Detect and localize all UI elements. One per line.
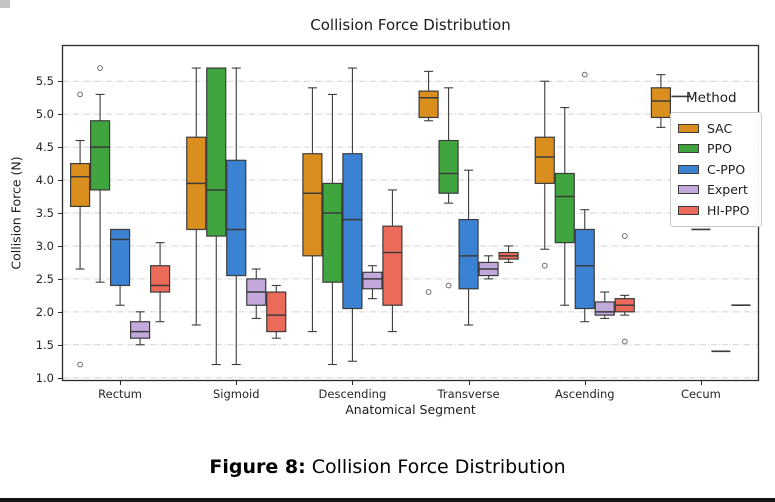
box-SAC-Rectum	[69, 162, 91, 208]
x-tick-label-cecum: Cecum	[680, 387, 721, 401]
legend-item-expert: Expert	[678, 180, 754, 201]
y-tick-label: 4.5	[35, 140, 54, 155]
legend-label: Expert	[707, 182, 748, 198]
box-Expert-Rectum	[129, 321, 151, 339]
box-HI-PPO-Descending	[382, 225, 403, 306]
y-tick-label: 3.0	[35, 238, 54, 253]
y-tick-mark	[58, 180, 62, 182]
y-tick-mark	[58, 278, 62, 280]
x-tick-label-sigmoid: Sigmoid	[212, 387, 260, 401]
legend-item-hi-ppo: HI-PPO	[678, 200, 754, 221]
legend-swatch-expert-icon	[678, 185, 699, 195]
y-tick-mark	[58, 81, 62, 83]
box-PPO-Sigmoid	[206, 67, 227, 237]
legend-swatch-ppo-icon	[678, 144, 699, 154]
y-tick-mark	[58, 344, 62, 346]
legend-label: PPO	[707, 141, 732, 157]
y-tick-label: 2.0	[35, 304, 54, 319]
outlier-SAC-Rectum	[77, 361, 83, 368]
y-tick-label: 5.5	[35, 74, 54, 89]
box-SAC-Ascending	[534, 136, 555, 184]
x-tick-label-descending: Descending	[318, 387, 387, 401]
outlier-HI-PPO-Ascending	[621, 338, 628, 345]
box-C-PPO-Sigmoid	[226, 159, 247, 277]
x-tick-label-ascending: Ascending	[554, 387, 615, 401]
x-tick-mark	[584, 381, 586, 385]
chart-title: Collision Force Distribution	[310, 16, 511, 34]
x-tick-mark	[236, 381, 238, 385]
box-HI-PPO-Sigmoid	[266, 291, 287, 333]
box-C-PPO-Transverse	[458, 218, 479, 290]
legend-label: C-PPO	[707, 161, 746, 177]
x-tick-label-transverse: Transverse	[437, 387, 500, 401]
x-tick-label-rectum: Rectum	[98, 387, 143, 401]
box-SAC-Cecum	[650, 87, 672, 119]
box-C-PPO-Ascending	[574, 228, 595, 310]
x-tick-mark	[700, 381, 702, 385]
box-C-PPO-Rectum	[109, 228, 131, 287]
outlier-PPO-Rectum	[97, 65, 103, 71]
x-axis-label: Anatomical Segment	[345, 402, 476, 417]
outlier-PPO-Transverse	[445, 282, 452, 289]
x-tick-mark	[352, 381, 354, 385]
boxplot-canvas	[61, 44, 760, 382]
legend-swatch-sac-icon	[678, 123, 699, 133]
y-axis-label: Collision Force (N)	[8, 156, 24, 270]
legend-item-c-ppo: C-PPO	[678, 159, 754, 180]
y-tick-label: 5.0	[35, 107, 54, 122]
box-PPO-Rectum	[89, 120, 111, 191]
outlier-SAC-Ascending	[541, 262, 548, 269]
box-SAC-Transverse	[418, 90, 439, 119]
outlier-C-PPO-Ascending	[581, 71, 588, 78]
y-tick-mark	[58, 311, 62, 313]
x-tick-mark	[468, 381, 470, 385]
y-tick-label: 1.0	[35, 370, 54, 385]
box-Expert-Ascending	[594, 301, 615, 316]
figure-caption-text: Collision Force Distribution	[311, 456, 566, 478]
y-tick-label: 2.5	[35, 271, 54, 286]
legend-frame: SAC PPO C-PPO Expert HI-PPO	[670, 112, 762, 227]
outlier-HI-PPO-Ascending	[621, 233, 628, 239]
outlier-SAC-Rectum	[77, 91, 83, 98]
figure-caption-label: Figure 8:	[209, 456, 306, 478]
legend-item-sac: SAC	[678, 118, 754, 139]
y-tick-mark	[58, 213, 62, 214]
legend-label: HI-PPO	[707, 202, 750, 218]
window-bottom-edge	[0, 498, 775, 502]
y-tick-label: 1.5	[35, 337, 54, 352]
box-Expert-Descending	[362, 271, 383, 290]
box-PPO-Descending	[322, 182, 343, 283]
legend-swatch-c-ppo-icon	[678, 164, 699, 174]
y-tick-mark	[58, 114, 62, 116]
legend-title: Method	[686, 90, 737, 106]
legend: Method SAC PPO C-PPO Expert HI-PPO	[670, 90, 762, 227]
x-tick-mark	[120, 381, 122, 385]
box-PPO-Ascending	[554, 172, 575, 244]
y-tick-mark	[58, 377, 62, 379]
y-tick-mark	[58, 245, 62, 247]
plot-area	[61, 44, 760, 382]
box-PPO-Transverse	[438, 139, 459, 194]
legend-label: SAC	[707, 120, 733, 136]
y-tick-label: 3.5	[35, 206, 54, 220]
figure-caption: Figure 8: Collision Force Distribution	[0, 456, 775, 478]
box-HI-PPO-Rectum	[149, 265, 171, 293]
y-tick-label: 4.0	[35, 173, 54, 188]
box-SAC-Descending	[302, 153, 323, 257]
outlier-SAC-Transverse	[425, 289, 432, 295]
window-corner-artifact	[0, 0, 10, 8]
legend-swatch-hi-ppo-icon	[678, 205, 699, 215]
box-C-PPO-Descending	[342, 153, 363, 310]
legend-item-ppo: PPO	[678, 139, 754, 160]
y-tick-mark	[58, 147, 62, 149]
